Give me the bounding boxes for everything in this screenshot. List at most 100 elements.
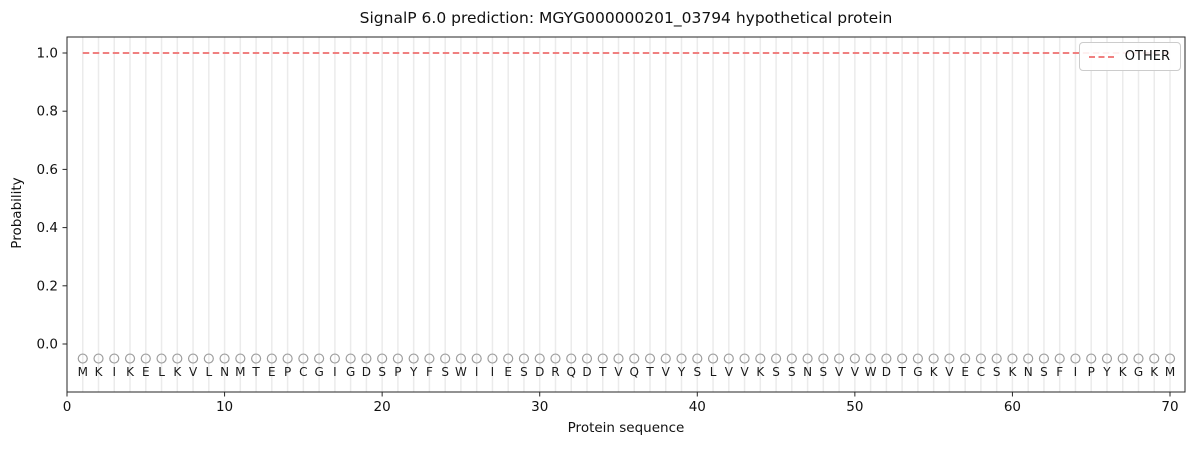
residue-letter: P: [1088, 365, 1095, 379]
residue-marker: [1023, 353, 1034, 364]
residue-letter: N: [1024, 365, 1033, 379]
residue-marker: [187, 353, 199, 364]
x-tick-label: 70: [1161, 399, 1178, 415]
y-tick-label: 0.0: [37, 337, 58, 353]
residue-letter: V: [725, 365, 734, 379]
residue-marker: [235, 353, 246, 364]
residue-letter: G: [1134, 365, 1143, 379]
residue-marker: [581, 353, 593, 364]
residue-letter: T: [251, 365, 260, 379]
residue-marker: [991, 353, 1002, 364]
residue-marker: [928, 353, 939, 364]
residue-letter: W: [865, 365, 877, 379]
residue-letter: S: [993, 365, 1001, 379]
residue-marker: [1164, 353, 1176, 364]
residue-marker: [471, 353, 482, 364]
residue-letter: S: [378, 365, 386, 379]
residue-marker: [109, 353, 120, 364]
residue-letter: D: [535, 365, 544, 379]
residue-marker: [755, 353, 766, 364]
x-tick-label: 10: [216, 399, 233, 415]
residue-marker: [172, 353, 183, 364]
residue-marker: [266, 353, 277, 364]
residue-letter: G: [913, 365, 922, 379]
residue-marker: [865, 353, 876, 364]
residue-marker: [1117, 353, 1128, 364]
residue-marker: [975, 353, 987, 364]
residue-letter: S: [1040, 365, 1048, 379]
x-tick-label: 20: [374, 399, 391, 415]
residue-letter: T: [897, 365, 906, 379]
residue-marker: [849, 353, 860, 364]
residue-letter: K: [126, 365, 135, 379]
residue-letter: D: [362, 365, 371, 379]
residue-letter: S: [820, 365, 828, 379]
chart-title: SignalP 6.0 prediction: MGYG000000201_03…: [359, 9, 893, 27]
residue-letter: Q: [630, 365, 639, 379]
y-tick-label: 0.2: [37, 278, 58, 294]
legend-dashed-line-swatch: [1088, 55, 1116, 58]
residue-marker: [566, 353, 577, 364]
x-axis-label: Protein sequence: [567, 420, 685, 436]
residue-letter: M: [78, 365, 88, 379]
residue-letter: Y: [677, 365, 686, 379]
residue-marker: [503, 353, 514, 364]
residue-letter: G: [346, 365, 355, 379]
residue-letter: I: [491, 365, 495, 379]
residue-marker: [408, 353, 419, 364]
residue-letter: L: [710, 365, 717, 379]
residue-letter: F: [1056, 365, 1063, 379]
residue-marker: [723, 353, 734, 364]
residue-marker: [140, 353, 151, 364]
residue-letter: N: [803, 365, 812, 379]
residue-marker: [77, 353, 88, 364]
residue-letter: V: [945, 365, 954, 379]
x-tick-label: 50: [846, 399, 863, 415]
residue-marker: [440, 353, 451, 364]
residue-letter: K: [1008, 365, 1017, 379]
residue-letter: L: [158, 365, 165, 379]
residue-marker: [203, 353, 214, 364]
residue-letter: P: [394, 365, 401, 379]
residue-letter: C: [977, 365, 985, 379]
residue-letter: I: [112, 365, 116, 379]
residue-marker: [597, 353, 608, 364]
residue-marker: [282, 353, 293, 364]
residue-marker: [881, 353, 892, 364]
residue-marker: [219, 353, 230, 364]
residue-marker: [298, 353, 309, 364]
residue-letter: E: [504, 365, 512, 379]
x-tick-label: 60: [1004, 399, 1021, 415]
residue-letter: S: [772, 365, 780, 379]
residue-marker: [707, 353, 719, 364]
residue-letter: V: [189, 365, 198, 379]
residue-letter: K: [1150, 365, 1159, 379]
residue-letter: V: [662, 365, 671, 379]
residue-marker: [912, 353, 923, 364]
residue-letter: M: [235, 365, 245, 379]
residue-marker: [392, 353, 403, 364]
residue-marker: [1086, 353, 1097, 364]
residue-marker: [897, 353, 908, 364]
residue-letter: M: [1165, 365, 1175, 379]
residue-marker: [1038, 353, 1050, 364]
residue-marker: [1007, 353, 1018, 364]
residue-letter: C: [299, 365, 307, 379]
residue-marker: [1054, 353, 1065, 364]
y-tick-label: 0.4: [37, 220, 58, 236]
residue-letter: R: [551, 365, 559, 379]
legend-label: OTHER: [1124, 49, 1170, 64]
residue-marker: [1070, 353, 1081, 364]
residue-marker: [818, 353, 829, 364]
residue-marker: [644, 353, 656, 364]
residue-marker: [613, 353, 624, 364]
residue-marker: [93, 353, 104, 364]
residue-marker: [692, 353, 703, 364]
residue-letter: I: [1074, 365, 1078, 379]
residue-letter: V: [835, 365, 844, 379]
residue-marker: [345, 353, 356, 364]
residue-letter: T: [598, 365, 607, 379]
x-tick-label: 40: [689, 399, 706, 415]
residue-letter: V: [614, 365, 623, 379]
